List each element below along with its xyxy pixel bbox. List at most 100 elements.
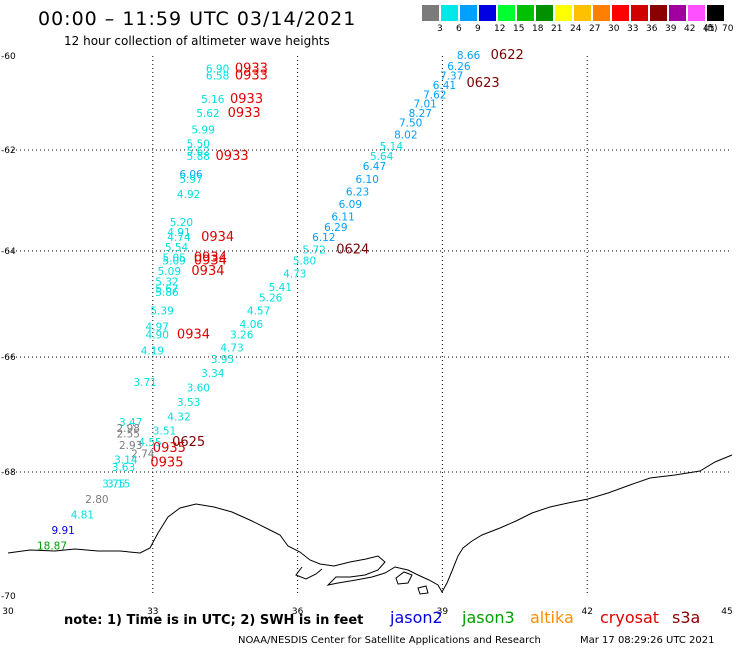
coastal-inlet [295,566,323,580]
wave-height-label: 5.09 [158,266,181,278]
legend-cryosat: cryosat [600,608,660,627]
map-subtitle: 12 hour collection of altimeter wave hei… [64,34,330,48]
wave-height-label: 5.09 [162,255,185,267]
wave-height-label: 4.81 [71,510,94,522]
lat-label: -60 [1,52,16,62]
wave-height-label: 5.86 [155,287,179,299]
scale-label-39: 39 [665,24,677,34]
wave-height-label: 5.72 [302,245,325,257]
time-label: 0934 [191,264,224,279]
wave-height-label: 4.97 [146,322,169,334]
scale-swatch-24 [555,5,572,21]
wave-height-label: 3.71 [133,377,156,389]
lon-label: 45 [721,607,732,617]
scale-swatch-36 [631,5,648,21]
scale-label-30: 30 [608,24,620,34]
wave-height-label: 4.91 [167,227,190,239]
lat-label: -70 [1,592,16,602]
scale-swatch-21 [536,5,553,21]
coastal-island-2 [417,585,429,595]
wave-height-label: 2.74 [131,449,155,461]
wave-height-label: 7.37 [440,71,463,83]
wave-height-label: 5.16 [201,94,225,106]
wave-height-label: 7.62 [423,89,446,101]
legend-jason3: jason3 [462,608,515,627]
wave-height-label: 2.98 [117,423,140,435]
scale-swatch-15 [498,5,515,21]
wave-height-label: 3.15 [107,479,130,491]
wave-height-label: 5.32 [155,276,178,288]
time-label: 0933 [235,69,268,84]
time-label: 0933 [216,149,249,164]
credit-text: NOAA/NESDIS Center for Satellite Applica… [238,635,541,646]
wave-height-label: 5.39 [150,306,173,318]
wave-height-label: 4.73 [220,343,243,355]
wave-height-label: 3.95 [211,354,234,366]
wave-height-label: 5.67 [155,283,178,295]
wave-height-label: 3.51 [153,426,176,438]
wave-height-label: 5.80 [293,255,316,267]
wave-height-label: 2.55 [117,429,140,441]
map-labels: 8.666.267.376.417.627.018.277.508.025.14… [37,48,524,553]
scale-label-24: 24 [570,24,582,34]
scale-swatch-30 [593,5,610,21]
scale-label-27: 27 [589,24,601,34]
scale-label-21: 21 [551,24,563,34]
legend-s3a: s3a [672,608,701,627]
wave-height-label: 4.19 [141,345,164,357]
wave-height-label: 3.26 [230,329,254,341]
antarctic-coastline [7,454,733,594]
wave-height-label: 8.27 [409,108,432,120]
wave-height-label: 5.97 [179,174,202,186]
wave-height-label: 4.06 [240,319,264,331]
time-label: 0623 [467,76,500,91]
scale-label-70: 70 [722,24,734,34]
time-label: 0934 [194,253,227,268]
scale-label-33: 33 [627,24,639,34]
lat-label: -62 [1,146,16,156]
lon-label: 33 [147,607,158,617]
time-label: 0933 [230,92,263,107]
legend-jason2: jason2 [390,608,443,627]
wave-height-label: 5.62 [187,146,210,158]
footnote: note: 1) Time is in UTC; 2) SWH is in fe… [64,613,364,628]
wave-height-label: 3.53 [177,397,200,409]
wave-height-label: 7.50 [399,118,422,130]
scale-swatch-27 [574,5,591,21]
wave-height-label: 5.41 [269,282,292,294]
time-label: 0935 [153,441,186,456]
scale-swatch-12 [479,5,496,21]
wave-height-label: 4.90 [146,329,169,341]
wave-height-label: 3.34 [201,368,225,380]
time-label: 0934 [201,230,234,245]
wave-height-label: 5.99 [191,125,214,137]
wave-height-label: 5.54 [165,242,189,254]
wave-height-label: 6.09 [339,199,362,211]
wave-height-label: 4.32 [167,411,190,423]
scale-swatch-18 [517,5,534,21]
wave-height-label: 5.26 [259,292,283,304]
wave-height-label: 5.88 [187,151,210,163]
time-label: 0622 [491,48,524,63]
wave-height-label: 6.47 [363,161,386,173]
wave-height-label: 7.01 [413,99,436,111]
scale-label-45: 45 [703,24,715,34]
wave-height-label: 6.12 [312,232,335,244]
wave-height-label: 4.73 [283,269,306,281]
scale-swatch-33 [612,5,629,21]
scale-label-18: 18 [532,24,544,34]
scale-swatch-45 [688,5,705,21]
map-title: 00:00 – 11:59 UTC 03/14/2021 [38,8,357,30]
wave-height-label: 6.41 [433,80,456,92]
wave-height-label: 5.64 [370,151,394,163]
wave-height-label: 8.02 [394,129,417,141]
wave-height-label: 5.62 [196,108,219,120]
wave-height-label: 4.57 [247,306,270,318]
scale-unit: (ft) [704,24,718,34]
lon-label: 39 [437,607,449,617]
wave-height-label: 6.58 [206,71,229,83]
legend-altika: altika [530,608,574,627]
wave-height-label: 5.05 [162,253,185,265]
wave-height-label: 5.14 [380,141,404,153]
lon-label: 42 [581,607,592,617]
